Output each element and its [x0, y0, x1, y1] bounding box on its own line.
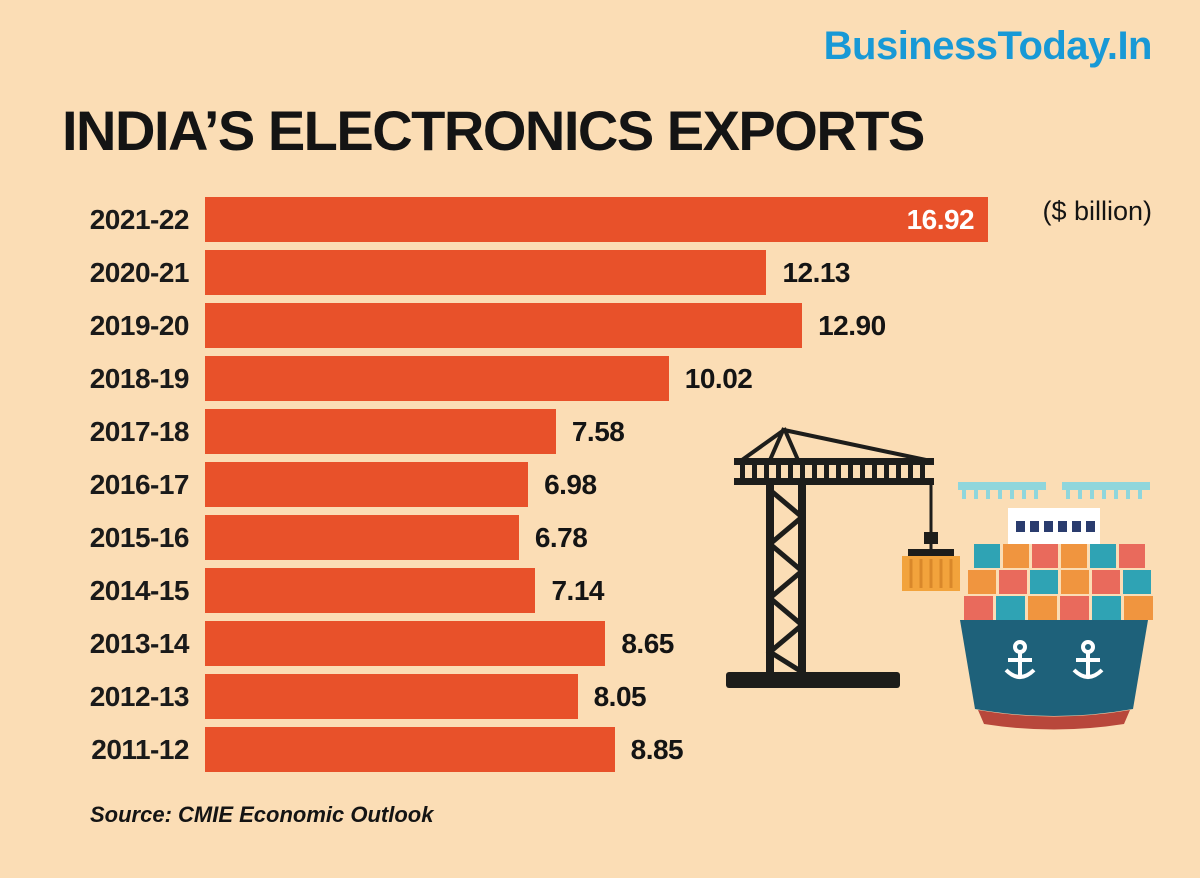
bar-track: 12.13: [205, 250, 1015, 295]
value-label: 12.90: [818, 309, 886, 341]
chart-row: 2015-16 6.78: [15, 515, 1045, 560]
page-title: INDIA’S ELECTRONICS EXPORTS: [62, 99, 925, 162]
value-label: 6.98: [544, 468, 597, 500]
chart-row: 2019-20 12.90: [15, 303, 1045, 348]
category-label: 2021-22: [89, 203, 190, 235]
bar: [205, 409, 556, 454]
bar: 16.92: [205, 197, 989, 242]
bar-track: 6.98: [205, 462, 1015, 507]
value-label: 8.65: [621, 627, 674, 659]
bar-track: 6.78: [205, 515, 1015, 560]
value-label: 16.92: [906, 203, 975, 235]
category-label: 2012-13: [89, 680, 190, 712]
unit-label: ($ billion): [1042, 196, 1152, 226]
category-label: 2018-19: [89, 362, 190, 394]
bar-track: 7.14: [205, 568, 1015, 613]
value-label: 7.58: [571, 415, 625, 447]
chart-row: 2013-14 8.65: [15, 621, 1045, 666]
chart-row: 2018-19 10.02: [15, 356, 1045, 401]
category-label: 2014-15: [89, 574, 190, 606]
value-label: 12.13: [782, 256, 851, 288]
bar: [205, 568, 536, 613]
bar-track: 8.65: [205, 621, 1015, 666]
category-label: 2011-12: [91, 733, 189, 765]
value-label: 8.85: [630, 733, 684, 765]
category-label: 2020-21: [89, 256, 190, 288]
chart-row: 2012-13 8.05: [15, 674, 1045, 719]
bar-track: 8.85: [205, 727, 1015, 772]
category-label: 2019-20: [89, 309, 190, 341]
category-label: 2013-14: [89, 627, 190, 659]
bar: [205, 356, 669, 401]
chart-row: 2016-17 6.98: [15, 462, 1045, 507]
source-note: Source: CMIE Economic Outlook: [90, 802, 434, 827]
brand-logo: BusinessToday.In: [823, 24, 1153, 68]
bar-track: 12.90: [205, 303, 1015, 348]
category-label: 2015-16: [89, 521, 190, 553]
value-label: 7.14: [551, 574, 604, 606]
bar: [205, 727, 615, 772]
value-label: 6.78: [534, 521, 588, 553]
bar-track: 8.05: [205, 674, 1015, 719]
chart-row: 2011-12 8.85: [15, 727, 1045, 772]
bar-chart: 2021-22 16.92 2020-21 12.13 2019-20 12.90 2018…: [15, 197, 1045, 780]
chart-row: 2014-15 7.14: [15, 568, 1045, 613]
bar: [205, 462, 529, 507]
bar: [205, 621, 606, 666]
category-label: 2017-18: [89, 415, 190, 447]
value-label: 10.02: [684, 362, 753, 394]
value-label: 8.05: [593, 680, 647, 712]
chart-row: 2017-18 7.58: [15, 409, 1045, 454]
bar: [205, 303, 803, 348]
bar-track: 7.58: [205, 409, 1015, 454]
bar-track: 16.92: [205, 197, 1015, 242]
bar-track: 10.02: [205, 356, 1015, 401]
bar: [205, 250, 767, 295]
category-label: 2016-17: [89, 468, 190, 500]
chart-row: 2020-21 12.13: [15, 250, 1045, 295]
bar: [205, 674, 578, 719]
chart-row: 2021-22 16.92: [15, 197, 1045, 242]
bar: [205, 515, 519, 560]
